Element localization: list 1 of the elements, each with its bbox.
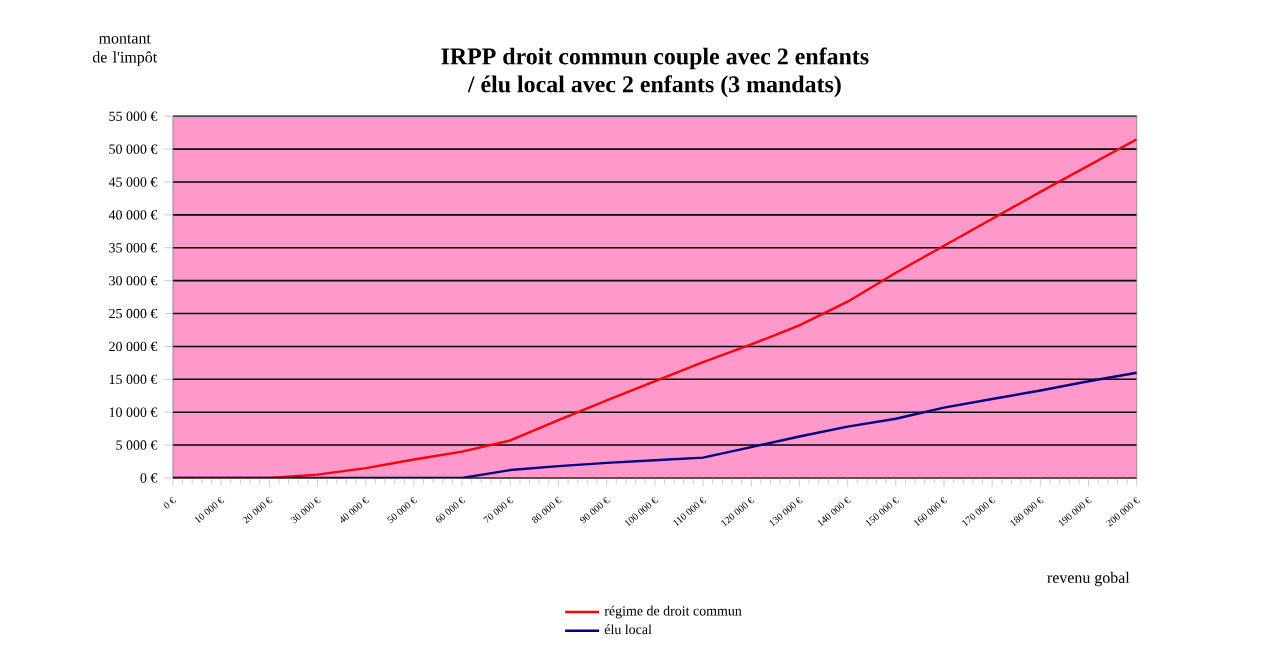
chart-title: IRPP droit commun couple avec 2 enfants / élu local avec 2 enfants (3 mandats) xyxy=(441,47,869,98)
